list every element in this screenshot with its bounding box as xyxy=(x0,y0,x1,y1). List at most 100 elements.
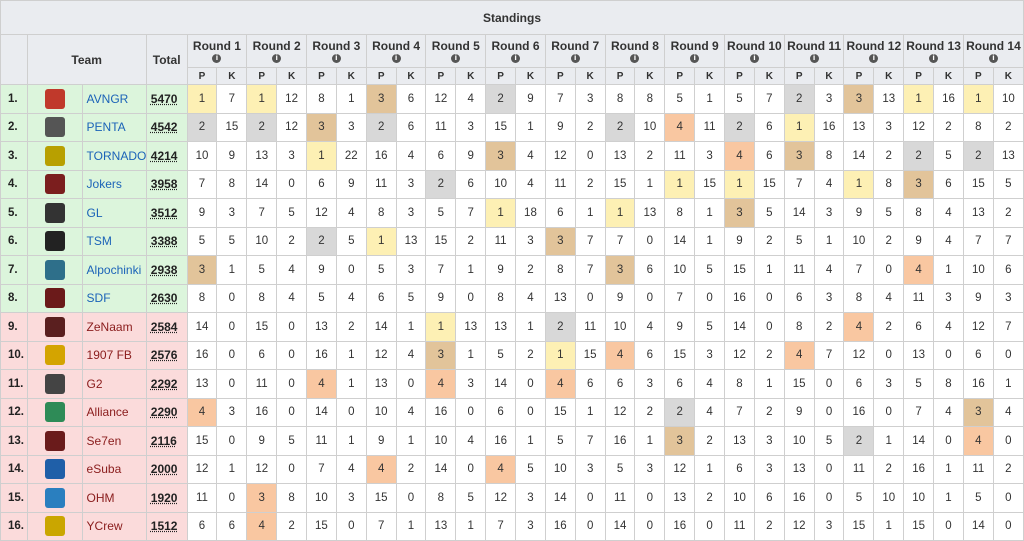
ohm-logo-icon[interactable] xyxy=(44,487,65,508)
g2-logo-icon[interactable] xyxy=(44,373,65,394)
info-icon[interactable]: i xyxy=(212,54,222,63)
info-icon[interactable]: i xyxy=(929,54,939,63)
team-name-link[interactable]: eSuba xyxy=(81,454,147,484)
placement-cell: 3 xyxy=(843,84,875,114)
info-icon[interactable]: i xyxy=(690,54,700,63)
team-name-link[interactable]: YCrew xyxy=(81,511,147,541)
sub-header-k[interactable]: K xyxy=(753,67,785,85)
se7en-logo-icon[interactable] xyxy=(44,430,65,451)
info-icon[interactable]: i xyxy=(570,54,580,63)
sub-header-p[interactable]: P xyxy=(186,67,218,85)
tornado-logo-icon[interactable] xyxy=(44,145,65,166)
alliance-logo-icon[interactable] xyxy=(44,402,65,423)
round-header-11[interactable]: Round 11 i xyxy=(783,34,845,68)
sub-header-p[interactable]: P xyxy=(783,67,815,85)
tsm-logo-icon[interactable] xyxy=(44,231,65,252)
info-icon[interactable]: i xyxy=(988,54,998,63)
zenaam-logo-icon[interactable] xyxy=(44,316,65,337)
avngr-logo-icon[interactable] xyxy=(44,88,65,109)
sub-header-k[interactable]: K xyxy=(694,67,726,85)
sub-header-p[interactable]: P xyxy=(485,67,517,85)
penta-logo-icon[interactable] xyxy=(44,117,65,138)
sub-header-p[interactable]: P xyxy=(843,67,875,85)
jokers-logo-icon[interactable] xyxy=(44,174,65,195)
team-name-link[interactable]: Jokers xyxy=(81,169,147,199)
placement-cell: 2 xyxy=(246,112,278,142)
team-name-link[interactable]: SDF xyxy=(81,283,147,313)
sub-header-p[interactable]: P xyxy=(724,67,755,85)
team-name-link[interactable]: Alpochinki xyxy=(81,255,147,285)
sub-header-k[interactable]: K xyxy=(395,67,427,85)
team-name-link[interactable]: TSM xyxy=(81,226,147,256)
sub-header-p[interactable]: P xyxy=(604,67,636,85)
sub-header-p[interactable]: P xyxy=(306,67,337,85)
info-icon[interactable]: i xyxy=(809,54,819,63)
total-points: 2938 xyxy=(145,255,188,285)
sub-header-k[interactable]: K xyxy=(634,67,666,85)
team-header[interactable]: Team xyxy=(26,34,147,85)
info-icon[interactable]: i xyxy=(630,54,640,63)
round-header-14[interactable]: Round 14 i xyxy=(962,34,1024,68)
round-header-10[interactable]: Round 10 i xyxy=(724,34,785,68)
team-name-link[interactable]: TORNADO xyxy=(81,141,147,171)
kills-cell: 0 xyxy=(634,511,666,541)
sub-header-k[interactable]: K xyxy=(574,67,606,85)
team-name-link[interactable]: PENTA xyxy=(81,112,147,142)
info-icon[interactable]: i xyxy=(272,54,282,63)
sub-header-k[interactable]: K xyxy=(873,67,905,85)
sub-header-k[interactable]: K xyxy=(216,67,248,85)
team-name-link[interactable]: G2 xyxy=(81,369,147,399)
sub-header-k[interactable]: K xyxy=(276,67,307,85)
info-icon[interactable]: i xyxy=(869,54,879,63)
team-name-link[interactable]: OHM xyxy=(81,483,147,513)
sub-header-p[interactable]: P xyxy=(664,67,696,85)
alpochinki-logo-icon[interactable] xyxy=(44,259,65,280)
placement-cell: 14 xyxy=(843,141,875,171)
team-name-link[interactable]: 1907 FB xyxy=(81,340,147,370)
sub-header-k[interactable]: K xyxy=(335,67,367,85)
info-icon[interactable]: i xyxy=(749,54,759,63)
esuba-logo-icon[interactable] xyxy=(44,459,65,480)
sub-header-p[interactable]: P xyxy=(425,67,457,85)
sub-header-k[interactable]: K xyxy=(455,67,487,85)
kills-cell: 10 xyxy=(634,112,666,142)
info-icon[interactable]: i xyxy=(391,54,401,63)
sub-header-p[interactable]: P xyxy=(365,67,397,85)
sub-header-k[interactable]: K xyxy=(813,67,845,85)
team-name-link[interactable]: Alliance xyxy=(81,397,147,427)
info-icon[interactable]: i xyxy=(451,54,461,63)
sub-header-k[interactable]: K xyxy=(933,67,964,85)
info-icon[interactable]: i xyxy=(331,54,341,63)
placement-cell: 3 xyxy=(604,255,636,285)
1907fb-logo-icon[interactable] xyxy=(44,345,65,366)
kills-cell: 0 xyxy=(634,483,666,513)
sub-header-p[interactable]: P xyxy=(903,67,935,85)
sdf-logo-icon[interactable] xyxy=(44,288,65,309)
gl-logo-icon[interactable] xyxy=(44,202,65,223)
info-icon[interactable]: i xyxy=(511,54,521,63)
round-header-13[interactable]: Round 13 i xyxy=(903,34,964,68)
sub-header-k[interactable]: K xyxy=(992,67,1024,85)
sub-header-p[interactable]: P xyxy=(544,67,576,85)
team-name-link[interactable]: Se7en xyxy=(81,426,147,456)
team-name-link[interactable]: GL xyxy=(81,198,147,228)
ycrew-logo-icon[interactable] xyxy=(44,516,65,537)
sub-header-k[interactable]: K xyxy=(515,67,546,85)
team-name-link[interactable]: ZeNaam xyxy=(81,312,147,342)
kills-cell: 1 xyxy=(933,454,964,484)
sub-header-p[interactable]: P xyxy=(246,67,278,85)
kills-cell: 8 xyxy=(933,369,964,399)
sub-header-p[interactable]: P xyxy=(962,67,994,85)
team-name-link[interactable]: AVNGR xyxy=(81,84,147,114)
round-header-12[interactable]: Round 12 i xyxy=(843,34,905,68)
total-header[interactable]: Total xyxy=(145,34,188,85)
